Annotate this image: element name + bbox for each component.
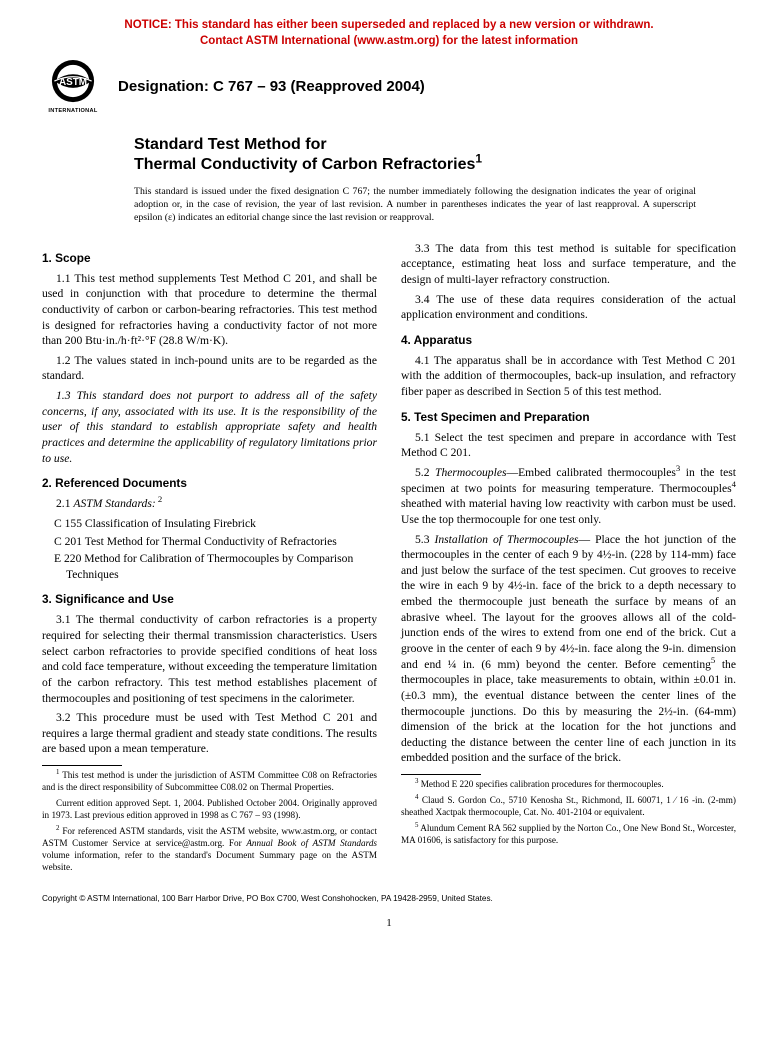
footnote-1: 1 This test method is under the jurisdic… [42, 770, 377, 794]
section-3-heading: 3. Significance and Use [42, 592, 377, 608]
para-3-4: 3.4 The use of these data requires consi… [401, 292, 736, 323]
section-1-heading: 1. Scope [42, 251, 377, 267]
para-3-1: 3.1 The thermal conductivity of carbon r… [42, 612, 377, 706]
section-5-heading: 5. Test Specimen and Preparation [401, 410, 736, 426]
svg-text:ASTM: ASTM [59, 77, 87, 88]
designation-text: Designation: C 767 – 93 (Reapproved 2004… [118, 78, 425, 95]
ref-e220: E 220 Method for Calibration of Thermoco… [42, 551, 377, 582]
footnote-5: 5 Alundum Cement RA 562 supplied by the … [401, 823, 736, 847]
footnote-3: 3 Method E 220 specifies calibration pro… [401, 779, 736, 791]
footnotes-left: 1 This test method is under the jurisdic… [42, 765, 377, 874]
ref-c155: C 155 Classification of Insulating Fireb… [42, 516, 377, 532]
para-5-1: 5.1 Select the test specimen and prepare… [401, 430, 736, 461]
issued-note: This standard is issued under the fixed … [134, 185, 696, 225]
notice-line-1: NOTICE: This standard has either been su… [124, 19, 653, 31]
section-4-heading: 4. Apparatus [401, 333, 736, 349]
para-5-3: 5.3 Installation of Thermocouples— Place… [401, 532, 736, 767]
header-row: ASTM INTERNATIONAL Designation: C 767 – … [42, 55, 736, 117]
body-columns: 1. Scope 1.1 This test method supplement… [42, 241, 736, 874]
footnote-2: 2 For referenced ASTM standards, visit t… [42, 826, 377, 874]
document-page: NOTICE: This standard has either been su… [0, 0, 778, 947]
para-1-2: 1.2 The values stated in inch-pound unit… [42, 353, 377, 384]
copyright-text: Copyright © ASTM International, 100 Barr… [42, 894, 736, 903]
para-3-3: 3.3 The data from this test method is su… [401, 241, 736, 288]
title-footnote-ref: 1 [475, 152, 482, 166]
page-number: 1 [42, 917, 736, 929]
standard-title: Standard Test Method for Thermal Conduct… [134, 135, 696, 175]
notice-banner: NOTICE: This standard has either been su… [42, 18, 736, 49]
para-2-1: 2.1 ASTM Standards: 2 [42, 496, 377, 512]
footnote-rule-right [401, 774, 481, 775]
footnotes-right: 3 Method E 220 specifies calibration pro… [401, 774, 736, 847]
title-block: Standard Test Method for Thermal Conduct… [134, 135, 696, 225]
notice-line-2: Contact ASTM International (www.astm.org… [200, 35, 578, 47]
footnote-1b: Current edition approved Sept. 1, 2004. … [42, 798, 377, 822]
svg-text:INTERNATIONAL: INTERNATIONAL [48, 108, 97, 114]
ref-c201: C 201 Test Method for Thermal Conductivi… [42, 534, 377, 550]
para-1-1: 1.1 This test method supplements Test Me… [42, 271, 377, 349]
astm-logo-icon: ASTM INTERNATIONAL [42, 55, 104, 117]
section-2-heading: 2. Referenced Documents [42, 476, 377, 492]
para-4-1: 4.1 The apparatus shall be in accordance… [401, 353, 736, 400]
para-5-2: 5.2 Thermocouples—Embed calibrated therm… [401, 465, 736, 528]
para-3-2: 3.2 This procedure must be used with Tes… [42, 710, 377, 757]
footnote-rule-left [42, 765, 122, 766]
para-1-3: 1.3 This standard does not purport to ad… [42, 388, 377, 466]
title-line-2: Thermal Conductivity of Carbon Refractor… [134, 156, 475, 173]
footnote-4: 4 Claud S. Gordon Co., 5710 Kenosha St.,… [401, 795, 736, 819]
title-line-1: Standard Test Method for [134, 136, 327, 153]
